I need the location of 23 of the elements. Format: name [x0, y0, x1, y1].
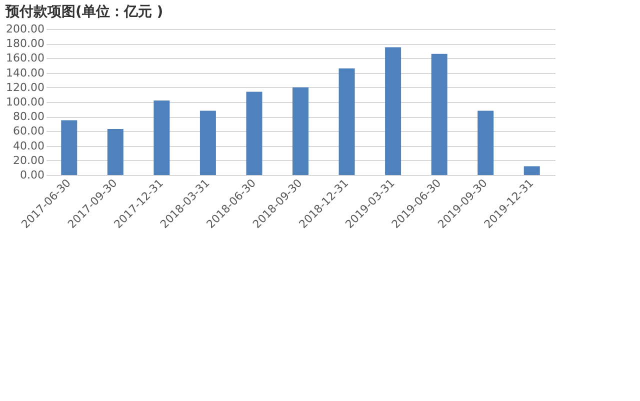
- y-tick-label: 180.00: [6, 37, 44, 50]
- y-tick-label: 0.00: [20, 168, 44, 182]
- y-tick-label: 80.00: [13, 110, 44, 124]
- bar: [478, 110, 494, 175]
- bar: [524, 166, 540, 175]
- bar: [107, 129, 124, 175]
- y-tick-label: 40.00: [13, 139, 44, 152]
- y-tick-label: 100.00: [6, 96, 44, 108]
- y-tick-label: 120.00: [6, 80, 44, 94]
- y-tick-label: 160.00: [6, 52, 44, 65]
- bar: [292, 87, 308, 175]
- y-tick-label: 20.00: [13, 154, 44, 167]
- bar: [338, 68, 355, 175]
- chart-title: 预付款项图(单位：亿元 ): [4, 4, 164, 20]
- y-tick-label: 140.00: [6, 66, 44, 80]
- y-tick-label: 200.00: [6, 22, 44, 36]
- bar: [154, 100, 170, 175]
- bar: [431, 54, 448, 175]
- bar: [385, 47, 402, 175]
- y-tick-label: 60.00: [13, 124, 44, 138]
- bar: [61, 120, 78, 175]
- bar: [246, 92, 262, 175]
- bar: [200, 110, 216, 175]
